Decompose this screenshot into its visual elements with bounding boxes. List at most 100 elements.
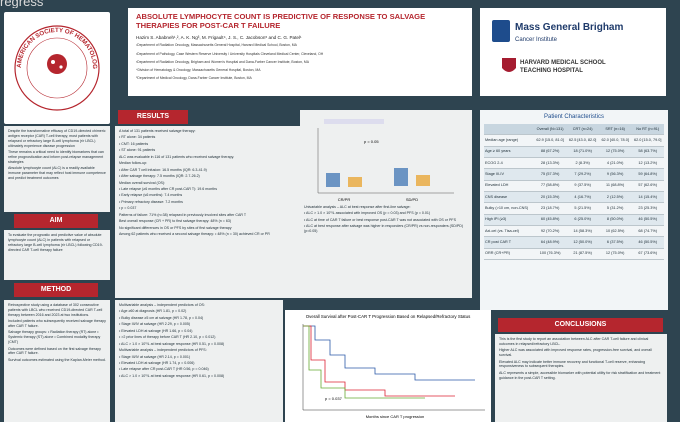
- table-cell: 7 (29.2%): [566, 168, 599, 181]
- table-cell: 28 (13.3%): [533, 157, 567, 170]
- table-cell: 62.0 [15.0, 79.0]: [631, 134, 664, 147]
- aim-text: To evaluate the prognostic and predictiv…: [8, 233, 103, 252]
- list-item: • Stage III/IV at salvage (HR 2.14, p = …: [119, 354, 191, 359]
- corner-cell: [484, 124, 534, 136]
- harvard-name: HARVARD MEDICAL SCHOOL: [520, 60, 606, 66]
- univariable-text: Univariable analysis – ALC at best respo…: [304, 205, 468, 234]
- list-item: Univariable analysis – ALC at best respo…: [304, 204, 411, 209]
- row-label: Elevated LDH: [484, 180, 534, 192]
- table-cell: 59 (64.8%): [631, 168, 664, 181]
- method-panel: Retrospective study using a database of …: [4, 300, 110, 422]
- list-item: • After salvage therapy: 7.5 months (IQR…: [119, 174, 200, 179]
- row-label: Axi-cel (vs. Tisa-cel): [484, 225, 534, 238]
- table-cell: 14 (15.4%): [631, 191, 664, 204]
- group-label: CR/PR: [338, 197, 351, 202]
- cut-off-text: regress: [0, 0, 44, 8]
- list-item: Survival outcomes estimated using the Ka…: [8, 357, 106, 362]
- list-item: Multivariable analysis – independent pre…: [119, 303, 205, 307]
- list-item: ³Department of Radiation Oncology, Brigh…: [136, 59, 309, 64]
- list-item: • ALC > 1.0 × 10⁹/L associated with impr…: [304, 211, 431, 216]
- row-label: ECOG 2-4: [484, 157, 534, 170]
- table-cell: 12 (50.0%): [566, 236, 599, 249]
- list-item: Multivariable analysis – independent pre…: [119, 348, 207, 353]
- list-item: • After CAR T cell infusion: 16.5 months…: [119, 167, 207, 172]
- list-item: • CMT: 16 patients: [119, 141, 149, 146]
- row-label: Median age (range): [484, 134, 534, 147]
- table-cell: 4 (21.0%): [598, 157, 632, 170]
- list-item: Included patients who subsequently recei…: [8, 319, 106, 328]
- table-cell: 21 (87.5%): [566, 248, 599, 260]
- table-cell: 58 (63.7%): [631, 146, 664, 159]
- results-figure-panel: CR/PR SD/PD p = 0.05 Univariable analysi…: [300, 110, 472, 298]
- list-item: Outcomes were defined based on the first…: [8, 346, 101, 356]
- list-item: Median overall survival (OS):: [119, 180, 166, 185]
- list-item: • Early relapse (≤6 months): 7.4 months: [119, 193, 183, 198]
- table-row: ECOG 2-4 28 (13.3%) 2 (8.3%) 4 (21.0%) 12 (1…: [484, 157, 664, 170]
- row-label: High IPI (≥3): [484, 214, 534, 226]
- table-row: ORR (CR+PR) 100 (76.3%) 21 (87.5%) 12 (75.0…: [484, 248, 664, 260]
- list-item: • Late relapse after CR post-CAR T (HR 0…: [119, 367, 209, 372]
- aim-panel: To evaluate the prognostic and predictiv…: [4, 230, 110, 280]
- table-cell: 92 (70.2%): [533, 225, 567, 238]
- mgb-name: Mass General Brigham: [515, 22, 623, 33]
- table-cell: 6 (25.0%): [566, 214, 599, 226]
- table-cell: 6 (37.5%): [598, 236, 632, 249]
- list-item: Retrospective study using a database of …: [8, 303, 103, 317]
- list-item: • Age ≥60 at diagnosis (HR 1.81, p = 0.0…: [119, 309, 187, 314]
- table-cell: 23 (18.7%): [533, 202, 567, 215]
- km-p-value: p = 0.037: [325, 396, 343, 401]
- table-cell: 77 (58.8%): [533, 180, 567, 192]
- list-item: ²Department of Pathology, Case Western R…: [136, 51, 324, 56]
- box-plot: CR/PR SD/PD p = 0.05: [317, 119, 454, 202]
- table-cell: 5 (21.5%): [566, 202, 599, 215]
- harvard-sub: TEACHING HOSPITAL: [520, 68, 583, 74]
- table-cell: 60 (45.8%): [533, 214, 567, 226]
- row-label: Age ≥ 60 years: [484, 146, 534, 159]
- table-cell: 75 (57.3%): [533, 168, 567, 181]
- table-cell: 68 (74.7%): [631, 225, 664, 238]
- list-item: • Primary refractory disease: 7.2 months: [119, 199, 183, 204]
- table-row: Bulky (>10 cm, non-CNS) 23 (18.7%) 5 (21.5…: [484, 202, 664, 215]
- box-p-value: p = 0.05: [364, 139, 379, 144]
- list-item: Despite the transformative efficacy of C…: [8, 129, 106, 148]
- multivariable-panel: Multivariable analysis – independent pre…: [115, 300, 283, 422]
- km-title: Overall Survival after Post-CAR T Progre…: [306, 314, 471, 319]
- title-panel: ABSOLUTE LYMPHOCYTE COUNT IS PREDICTIVE …: [128, 8, 472, 96]
- list-item: • Elevated LDH at salvage (HR 1.74, p = …: [119, 360, 195, 365]
- table-row: Elevated LDH 77 (58.8%) 9 (37.5%) 11 (68.8%…: [484, 180, 664, 192]
- conclusions-heading: CONCLUSIONS: [498, 318, 663, 332]
- characteristics-table: Overall (N=131) CRT (n=24) SRT (n=16) No RT…: [484, 124, 664, 260]
- column-header: Overall (N=131): [533, 124, 567, 136]
- table-panel: Patient Characteristics Overall (N=131) C…: [480, 110, 668, 310]
- list-item: ALC represents a simple, accessible biom…: [499, 370, 661, 380]
- table-row: High IPI (≥3) 60 (45.8%) 6 (25.0%) 8 (50.0%…: [484, 214, 664, 226]
- table-header-row: Overall (N=131) CRT (n=24) SRT (n=16) No RT…: [484, 124, 664, 136]
- column-header: CRT (n=24): [566, 124, 599, 136]
- list-item: • RT alone: 34 patients: [119, 135, 156, 140]
- list-item: Salvage therapy groups: • Radiation ther…: [8, 330, 101, 345]
- list-item: ALC was evaluable in 116 of 131 patients…: [119, 154, 235, 159]
- table-cell: 9 (37.5%): [566, 180, 599, 192]
- list-item: ¹Department of Radiation Oncology, Massa…: [136, 43, 297, 48]
- km-x-label: Months since CAR T progression: [366, 414, 425, 419]
- results-panel: A total of 131 patients received salvage…: [115, 126, 300, 298]
- list-item: • Late relapse (≥6 months after CR post-…: [119, 186, 218, 191]
- list-item: Among 62 patients who received a second …: [119, 232, 270, 236]
- table-cell: 14 (58.3%): [566, 225, 599, 238]
- poster-title: ABSOLUTE LYMPHOCYTE COUNT IS PREDICTIVE …: [136, 12, 426, 31]
- table-cell: 20 (15.3%): [533, 191, 567, 204]
- list-item: • Bulky disease ≥5 cm at salvage (HR 1.7…: [119, 315, 204, 320]
- table-cell: 2 (8.3%): [566, 157, 599, 170]
- table-cell: 46 (50.5%): [631, 214, 664, 226]
- row-label: ORR (CR+PR): [484, 248, 534, 260]
- table-cell: 100 (76.3%): [533, 248, 567, 260]
- km-plot: Overall Survival after Post-CAR T Progre…: [302, 314, 485, 419]
- table-cell: 67 (73.6%): [631, 248, 664, 260]
- society-logo-panel: AMERICAN SOCIETY OF HEMATOLOGY: [4, 12, 110, 124]
- km-plot-panel: Overall Survival after Post-CAR T Progre…: [285, 310, 491, 422]
- table-cell: 57 (62.6%): [631, 180, 664, 192]
- results-heading: RESULTS: [118, 110, 188, 124]
- table-row: Median age (range) 62.9 [15.0, 81.0] 62.5 …: [484, 134, 664, 147]
- group-label: SD/PD: [406, 197, 418, 202]
